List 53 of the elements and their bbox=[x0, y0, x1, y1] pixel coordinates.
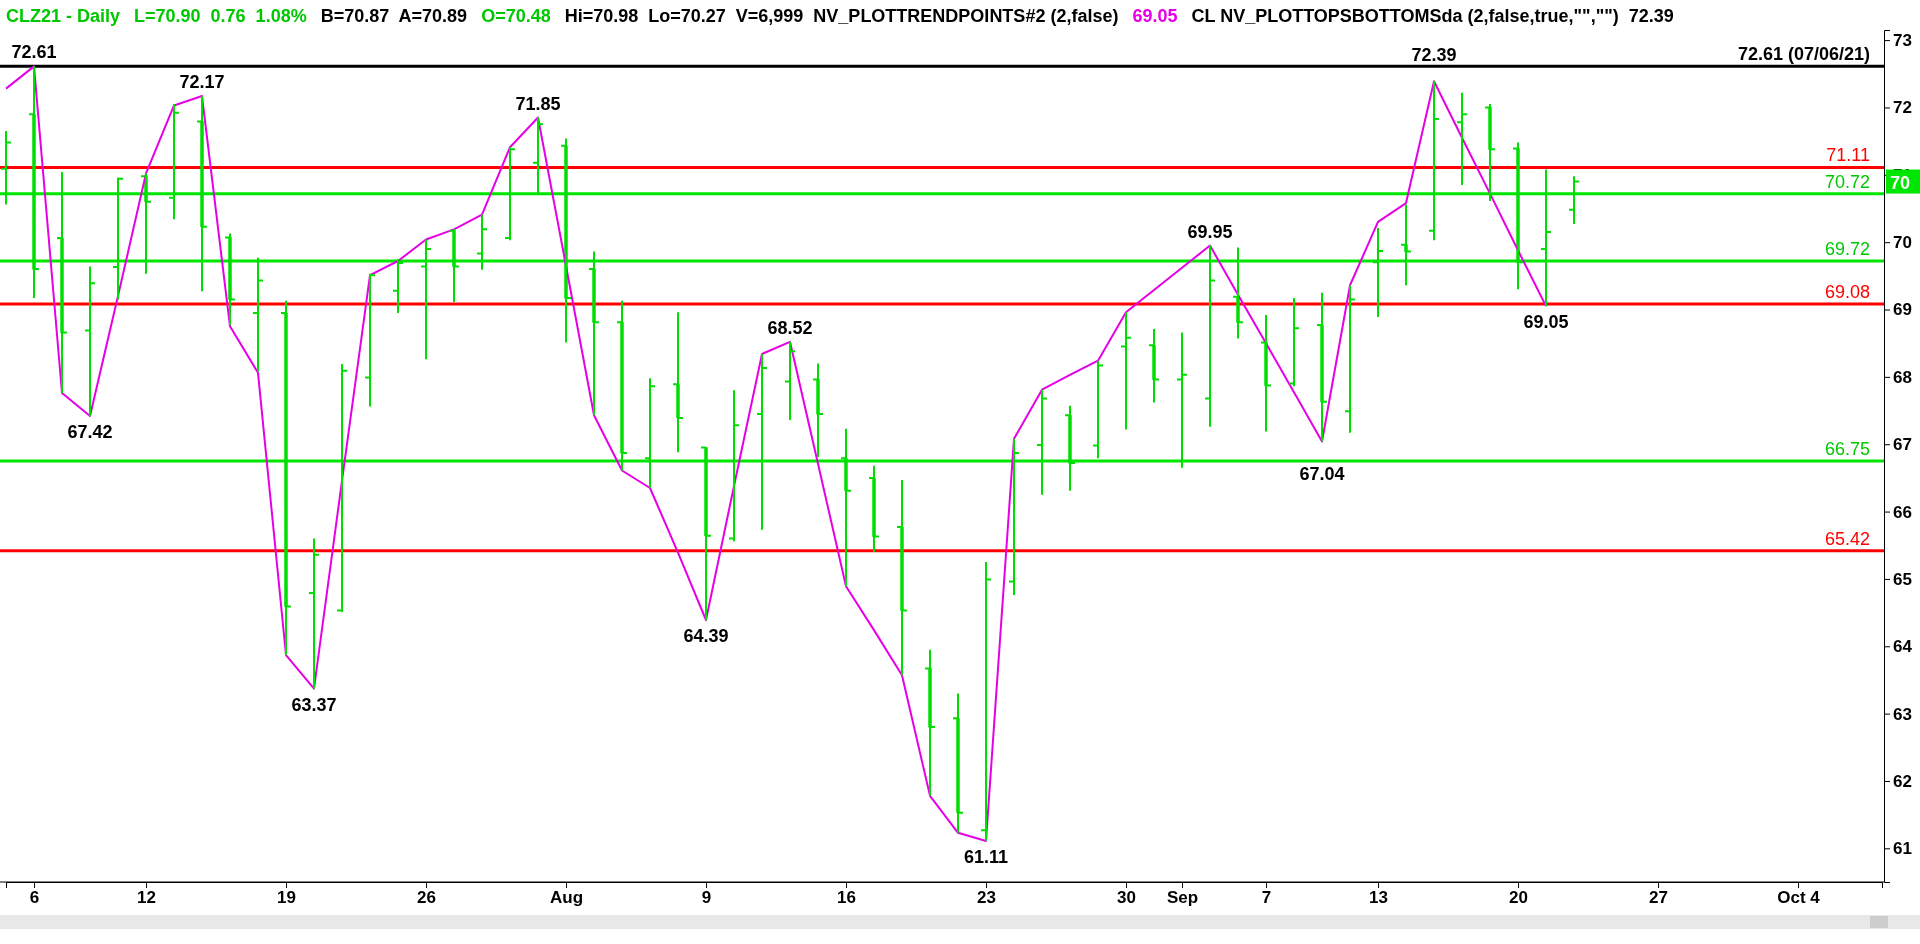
text: O=70.48 bbox=[481, 6, 551, 26]
x-tick-label: 26 bbox=[417, 888, 436, 908]
x-tick-label: Oct 4 bbox=[1777, 888, 1821, 908]
text: L=70.90 0.76 1.08% bbox=[134, 6, 307, 26]
data-label: 63.37 bbox=[291, 694, 337, 715]
x-tick-label: 30 bbox=[1117, 888, 1136, 908]
data-label: 69.05 bbox=[1523, 312, 1569, 333]
text: Hi=70.98 Lo=70.27 V=6,999 NV_PLOTTRENDPOINTS#2 (2,false) bbox=[564, 6, 1119, 26]
text: 69.05 bbox=[1132, 6, 1178, 26]
x-tick-label: Sep bbox=[1166, 888, 1199, 908]
data-label: 72.17 bbox=[179, 72, 225, 92]
ref-line-label: 71.11 bbox=[1826, 145, 1870, 166]
data-label: 61.11 bbox=[963, 846, 1009, 867]
ref-line-label: 69.72 bbox=[1824, 239, 1870, 260]
y-tick-label: 67 bbox=[1893, 435, 1912, 455]
x-tick-label: 19 bbox=[277, 888, 296, 908]
x-tick-label: 27 bbox=[1649, 888, 1668, 908]
x-tick-label: Aug bbox=[549, 888, 584, 908]
y-tick-label: 70 bbox=[1893, 233, 1912, 253]
y-tick-label: 66 bbox=[1893, 502, 1912, 522]
data-label: 72.39 bbox=[1411, 45, 1457, 66]
text: B=70.87 A=70.89 bbox=[320, 6, 468, 26]
text: CL NV_PLOTTOPSBOTTOMSda (2,false,true,"","") 72.39 bbox=[1191, 6, 1674, 26]
y-tick-label: 72 bbox=[1893, 98, 1912, 118]
ref-line-label: 66.75 bbox=[1824, 439, 1870, 460]
x-tick-label: 23 bbox=[977, 888, 996, 908]
x-tick-label: 16 bbox=[837, 888, 856, 908]
ref-line-label: 72.61 (07/06/21) bbox=[1737, 44, 1870, 65]
ref-line-label: 70.72 bbox=[1824, 171, 1870, 192]
y-tick-label: 64 bbox=[1893, 637, 1913, 657]
x-tick-label: 7 bbox=[1261, 888, 1272, 908]
y-tick-label: 69 bbox=[1893, 300, 1912, 320]
x-tick-label: 6 bbox=[29, 888, 40, 908]
data-label: 69.95 bbox=[1187, 221, 1233, 242]
y-tick-label: 65 bbox=[1893, 569, 1912, 589]
y-tick-label: 62 bbox=[1893, 771, 1912, 791]
data-label: 67.42 bbox=[67, 421, 113, 442]
y-tick-label: 63 bbox=[1893, 704, 1912, 724]
ref-line-label: 69.08 bbox=[1824, 282, 1870, 303]
x-tick-label: 12 bbox=[137, 888, 156, 908]
y-tick-label: 61 bbox=[1893, 839, 1912, 859]
x-tick-label: 20 bbox=[1509, 888, 1528, 908]
data-label: 72.61 bbox=[11, 42, 57, 63]
ref-line-label: 65.42 bbox=[1824, 528, 1870, 549]
y-tick-label: 73 bbox=[1893, 31, 1912, 51]
x-tick-label: 13 bbox=[1369, 888, 1388, 908]
data-label: 71.85 bbox=[515, 93, 561, 114]
y-tick-label: 68 bbox=[1893, 367, 1912, 387]
chart-title: CLZ21 - Daily bbox=[6, 6, 121, 26]
data-label: 68.52 bbox=[767, 317, 813, 338]
x-tick-label: 9 bbox=[701, 888, 712, 908]
data-label: 64.39 bbox=[683, 626, 729, 646]
data-label: 67.04 bbox=[1299, 464, 1345, 485]
